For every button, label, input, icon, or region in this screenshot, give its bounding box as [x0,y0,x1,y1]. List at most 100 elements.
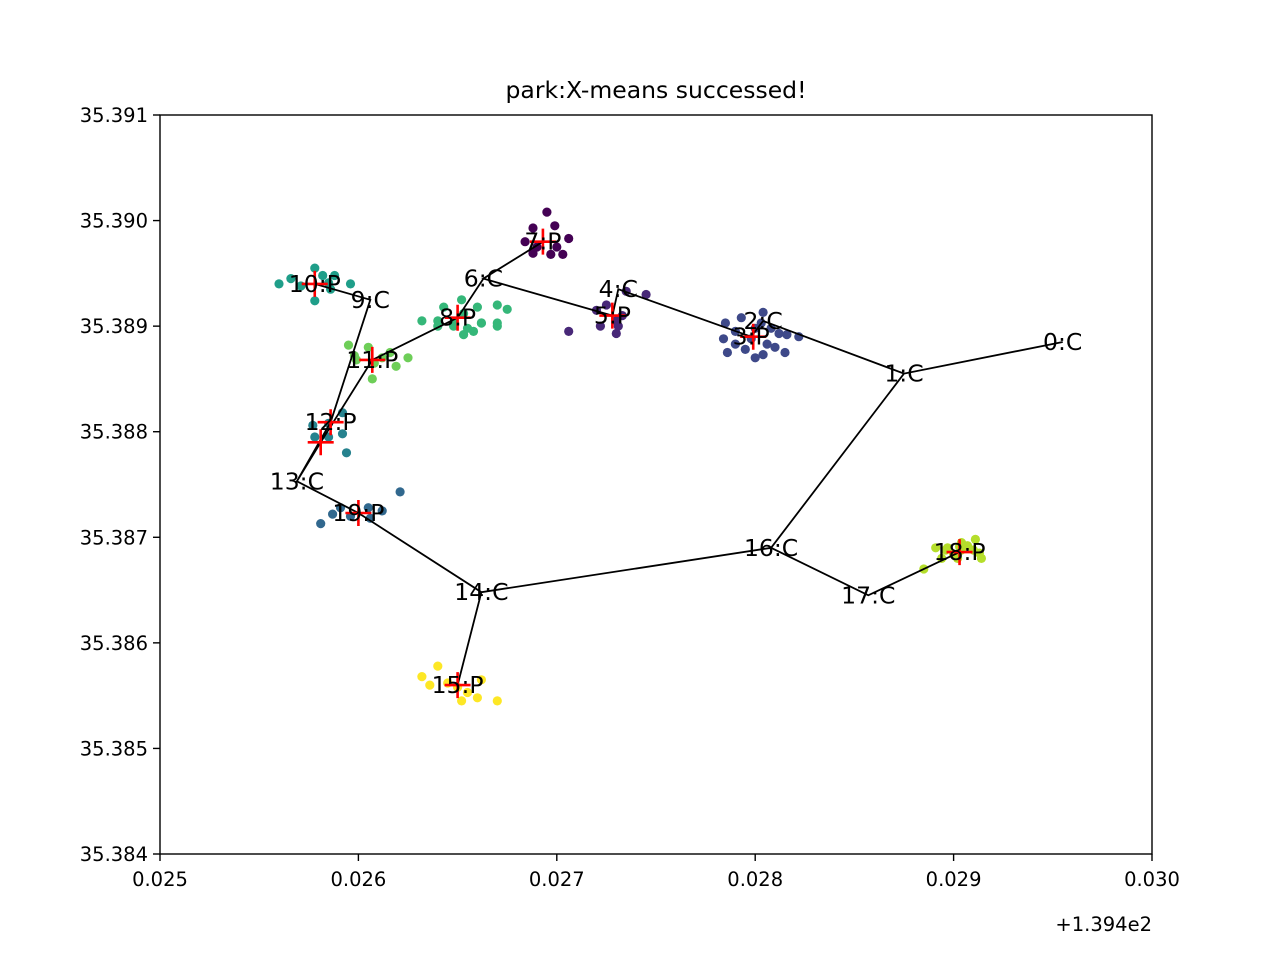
cluster-9-point-4 [462,687,473,698]
centroid-marker-10 [946,539,973,566]
x-tick-label-5: 0.030 [1124,868,1180,891]
x-offset-label: +1.394e2 [1055,913,1152,936]
node-label-10: 10:P [289,270,341,298]
centroid-marker-3 [444,304,471,331]
x-tick-label-1: 0.026 [330,868,386,891]
node-label-1: 1:C [884,360,923,388]
node-label-11: 11:P [346,346,398,374]
node-label-12: 12:P [305,408,357,436]
cluster-5-point-3 [330,270,340,281]
cluster-5-point-0 [310,263,320,273]
cluster-6-point-14 [476,318,486,328]
cluster-9-point-9 [492,696,502,706]
cluster-8-point-12 [962,541,973,551]
cluster-6-point-15 [492,318,502,328]
cluster-8-point-10 [976,553,987,564]
y-tick-label-6: 35.390 [80,210,148,233]
cluster-8-point-1 [970,534,981,545]
node-label-18: 18:P [934,538,986,566]
x-tick-label-2: 0.027 [529,868,585,891]
cluster-1-point-5 [595,321,606,331]
cluster-6-point-4 [502,304,512,314]
centroid-marker-7 [317,409,344,436]
y-tick-label-3: 35.387 [80,526,148,549]
cluster-6-point-17 [468,326,479,336]
cluster-0-point-3 [520,237,530,247]
cluster-2-point-4 [774,328,784,339]
centroid-marker-0 [529,228,556,255]
cluster-9-point-6 [425,680,435,690]
centroid-marker-6 [307,429,334,456]
cluster-0-point-7 [558,249,568,259]
cluster-5-point-6 [310,296,320,306]
cluster-2-point-16 [782,330,792,340]
cluster-2-point-6 [762,339,772,349]
cluster-6-point-16 [459,330,469,340]
cluster-2-point-14 [770,342,780,352]
cluster-5-point-2 [274,279,284,289]
route-line [295,240,1063,686]
cluster-3-point-4 [328,509,338,519]
cluster-1-point-7 [564,326,574,336]
node-label-15: 15:P [432,671,484,699]
x-axis: 0.025 0.026 0.027 0.028 0.029 0.030 [132,854,1180,891]
cluster-7-point-3 [403,353,413,363]
y-axis: 35.384 35.385 35.386 35.387 35.388 35.389 35.3… [80,104,160,866]
cluster-1-point-4 [613,321,623,331]
cluster-6-point-3 [492,300,502,310]
cluster-0-point-9 [528,248,538,258]
axes-frame [159,114,1153,855]
cluster-2-point-5 [730,339,741,349]
cluster-6-point-12 [449,321,459,331]
centroid-marker-4 [301,270,328,297]
node-label-2: 2:C [743,307,782,335]
node-label-9: 9:C [351,286,390,314]
x-tick-label-4: 0.029 [926,868,982,891]
node-label-5: 5:P [594,302,631,330]
cluster-9-point-8 [472,693,482,703]
cluster-5-point-9 [318,270,328,281]
cluster-9-point-5 [476,675,486,685]
cluster-3-point-5 [316,519,326,529]
centroid-marker-1 [740,323,767,350]
cluster-3-point-1 [377,506,387,516]
chart-title: park:X-means successed! [506,76,807,104]
cluster-1-point-8 [601,300,612,310]
cluster-4-point-6 [308,420,318,430]
node-label-19: 19:P [332,499,384,527]
cluster-2-point-19 [750,353,760,363]
cluster-0-point-8 [552,242,562,252]
cluster-0-point-1 [528,223,538,233]
cluster-4-point-2 [310,432,320,442]
cluster-5-point-1 [286,274,296,284]
plot-area: 0:C 1:C 2:C3:P 4:C5:P 6:C 7:P 8:P 9:C 10:P 11:P 12… [270,207,1082,706]
cluster-9-point-1 [417,672,427,682]
cluster-0-point-4 [564,233,574,244]
node-label-6: 6:C [464,265,503,293]
node-label-4: 4:C [599,275,638,303]
cluster-7-point-7 [367,374,377,384]
cluster-0-point-0 [542,207,552,217]
cluster-3-point-7 [365,513,375,523]
cluster-4-point-5 [341,448,352,458]
cluster-0-point-6 [546,249,556,259]
node-label-17: 17:C [841,581,895,609]
cluster-2-point-9 [722,347,733,358]
cluster-6-point-1 [457,295,467,305]
cluster-2-point-1 [720,318,731,328]
cluster-2-point-7 [740,344,750,354]
cluster-6-point-5 [417,316,427,326]
x-tick-label-3: 0.028 [727,868,783,891]
y-tick-label-5: 35.389 [80,315,148,338]
centroid-marker-8 [345,500,372,527]
x-tick-label-0: 0.025 [132,868,188,891]
y-tick-label-0: 35.384 [80,843,148,866]
cluster-9-point-0 [433,661,443,671]
cluster-7-point-0 [343,340,354,350]
node-label-7: 7:P [524,228,561,256]
cluster-2-point-10 [780,347,790,358]
y-tick-label-1: 35.385 [80,737,148,760]
cluster-6-point-0 [439,302,449,312]
